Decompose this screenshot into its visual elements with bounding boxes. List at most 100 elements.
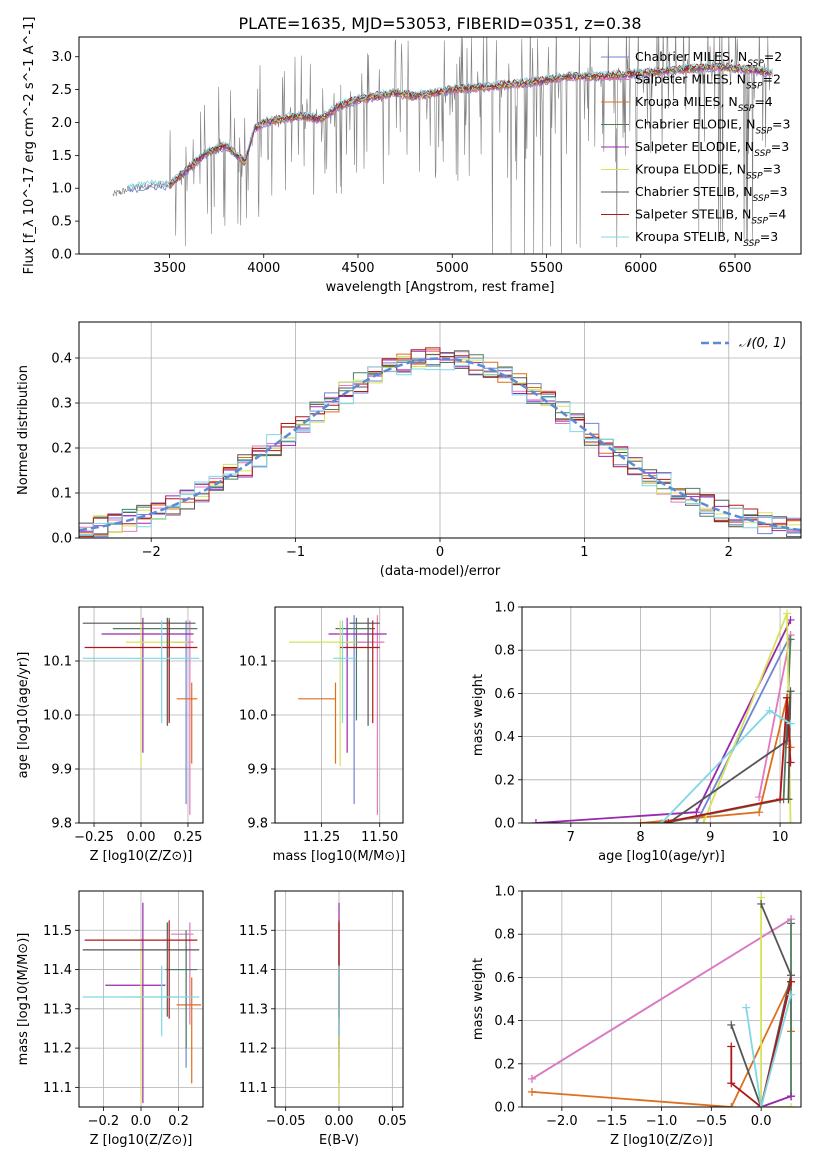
chart-age-vs-Z: −0.25 0.00 0.25 9.8 9.9 10.0 10.1 Z [log10(Z/Z⊙… <box>16 606 204 864</box>
y-tick-label: 11.5 <box>239 924 268 939</box>
weight-marker-5 <box>692 808 701 817</box>
plot-area <box>79 347 801 538</box>
legend-label: 𝒩(0, 1) <box>739 336 786 351</box>
x-axis-label: (data-model)/error <box>380 564 501 579</box>
x-tick-label: 0.00 <box>127 830 156 845</box>
weight-line-2 <box>758 634 792 798</box>
plot-area <box>288 615 387 815</box>
weight-line-4 <box>760 923 792 1107</box>
weight-marker-5 <box>531 819 540 823</box>
legend-label: Salpeter MILES, NSSP=2 <box>635 72 781 92</box>
legend-label: Kroupa ELODIE, NSSP=3 <box>635 162 781 182</box>
weight-marker-1 <box>692 819 701 823</box>
plot-area <box>82 902 202 1104</box>
x-tick-label: 4500 <box>341 261 374 276</box>
weight-marker-4 <box>787 919 796 928</box>
y-axis-label: Flux [f_λ 10^-17 erg cm^-2 s^-1 A^-1] <box>22 17 37 275</box>
x-tick-label: 5000 <box>436 261 469 276</box>
x-tick-label: 0.2 <box>168 1114 189 1129</box>
weight-marker-6 <box>783 609 792 618</box>
y-tick-label: 0.5 <box>51 215 72 230</box>
plot-area <box>531 609 795 823</box>
x-tick-label: −0.5 <box>696 1114 728 1129</box>
figure-title: PLATE=1635, MJD=53053, FIBERID=0351, z=0… <box>238 14 641 33</box>
y-tick-label: 0.8 <box>494 644 515 659</box>
y-tick-label: 0.4 <box>494 730 515 745</box>
x-axis-label: mass [log10(M/M⊙)] <box>273 849 406 864</box>
histogram-step-8 <box>79 347 801 538</box>
y-tick-label: 1.5 <box>51 149 72 164</box>
y-tick-label: 0.2 <box>494 1057 515 1072</box>
x-tick-label: −1.0 <box>646 1114 678 1129</box>
y-tick-label: 1.0 <box>51 182 72 197</box>
plot-area <box>82 617 200 815</box>
normal-reference-curve <box>79 357 801 532</box>
y-tick-label: 11.3 <box>43 1002 72 1017</box>
y-tick-label: 0.8 <box>494 928 515 943</box>
weight-marker-5 <box>787 1092 796 1101</box>
y-tick-label: 10.1 <box>239 655 268 670</box>
chart-weight-vs-age: 7 8 9 10 0.0 0.2 0.4 0.6 0.8 1.0 age [log10(age/yr… <box>471 601 802 864</box>
y-tick-label: 11.4 <box>43 963 72 978</box>
weight-line-1 <box>695 634 792 823</box>
legend-label: Salpeter ELODIE, NSSP=3 <box>635 139 789 159</box>
weight-marker-9 <box>757 1103 766 1107</box>
weight-marker-6 <box>699 819 708 823</box>
y-axis-label: mass [log10(M/M⊙)] <box>16 933 31 1066</box>
weight-marker-7 <box>757 899 766 908</box>
x-tick-label: 1 <box>580 545 588 560</box>
legend-label: Kroupa STELIB, NSSP=3 <box>635 229 778 249</box>
legend-label: Salpeter STELIB, NSSP=4 <box>635 207 786 227</box>
x-tick-label: 9 <box>706 830 714 845</box>
axes-frame <box>78 36 802 255</box>
x-tick-label: 7 <box>567 830 575 845</box>
x-tick-label: −2.0 <box>546 1114 578 1129</box>
chart-residual-histogram: 𝒩(0, 1) −2 −1 0 1 2 0.0 0.1 0.2 0.3 0.4 (data-model… <box>16 321 802 579</box>
y-tick-label: 11.2 <box>43 1042 72 1057</box>
weight-marker-9 <box>657 819 666 823</box>
x-tick-label: 0 <box>436 545 444 560</box>
x-tick-label: −0.05 <box>266 1114 306 1129</box>
y-tick-label: 0.0 <box>51 248 72 263</box>
y-tick-label: 1.0 <box>494 885 515 900</box>
y-axis-label: mass weight <box>471 958 486 1040</box>
y-axis-label: mass weight <box>471 674 486 756</box>
x-tick-label: −2 <box>142 545 161 560</box>
y-tick-label: 9.9 <box>51 763 72 778</box>
y-tick-label: 9.8 <box>51 817 72 832</box>
y-tick-label: 9.8 <box>247 817 268 832</box>
weight-marker-8 <box>727 1042 736 1051</box>
x-tick-label: −0.25 <box>74 830 114 845</box>
histogram-step-9 <box>79 358 801 535</box>
weight-marker-8 <box>776 795 785 804</box>
x-tick-label: 11.25 <box>303 830 340 845</box>
weight-marker-7 <box>664 819 673 823</box>
model-spectrum-line-9 <box>127 61 774 190</box>
y-tick-label: 0.0 <box>494 817 515 832</box>
y-axis-label: age [log10(age/yr)] <box>16 652 31 779</box>
legend: 𝒩(0, 1) <box>701 336 786 351</box>
weight-marker-8 <box>787 977 796 986</box>
x-axis-label: Z [log10(Z/Z⊙)] <box>610 1133 713 1148</box>
y-tick-label: 0.0 <box>51 532 72 547</box>
weight-marker-8 <box>783 693 792 702</box>
axes-frame <box>521 606 802 824</box>
weight-line-8 <box>661 697 792 823</box>
weight-marker-2 <box>755 793 764 802</box>
weight-marker-9 <box>787 990 796 999</box>
x-tick-label: 11.50 <box>361 830 398 845</box>
y-tick-label: 11.1 <box>43 1081 72 1096</box>
y-tick-label: 2.5 <box>51 83 72 98</box>
y-tick-label: 0.4 <box>494 1014 515 1029</box>
weight-line-9 <box>745 994 792 1107</box>
x-tick-label: 2 <box>725 545 733 560</box>
weight-marker-3 <box>727 1103 736 1107</box>
weight-marker-3 <box>636 819 645 823</box>
x-axis-label: age [log10(age/yr)] <box>598 849 725 864</box>
x-tick-label: 10 <box>772 830 789 845</box>
weight-marker-7 <box>786 687 795 696</box>
x-tick-label: 0.0 <box>131 1114 152 1129</box>
chart-mass-vs-EBV: −0.05 0.00 0.05 11.1 11.2 11.3 11.4 11.5 E(B-V) <box>239 890 407 1148</box>
